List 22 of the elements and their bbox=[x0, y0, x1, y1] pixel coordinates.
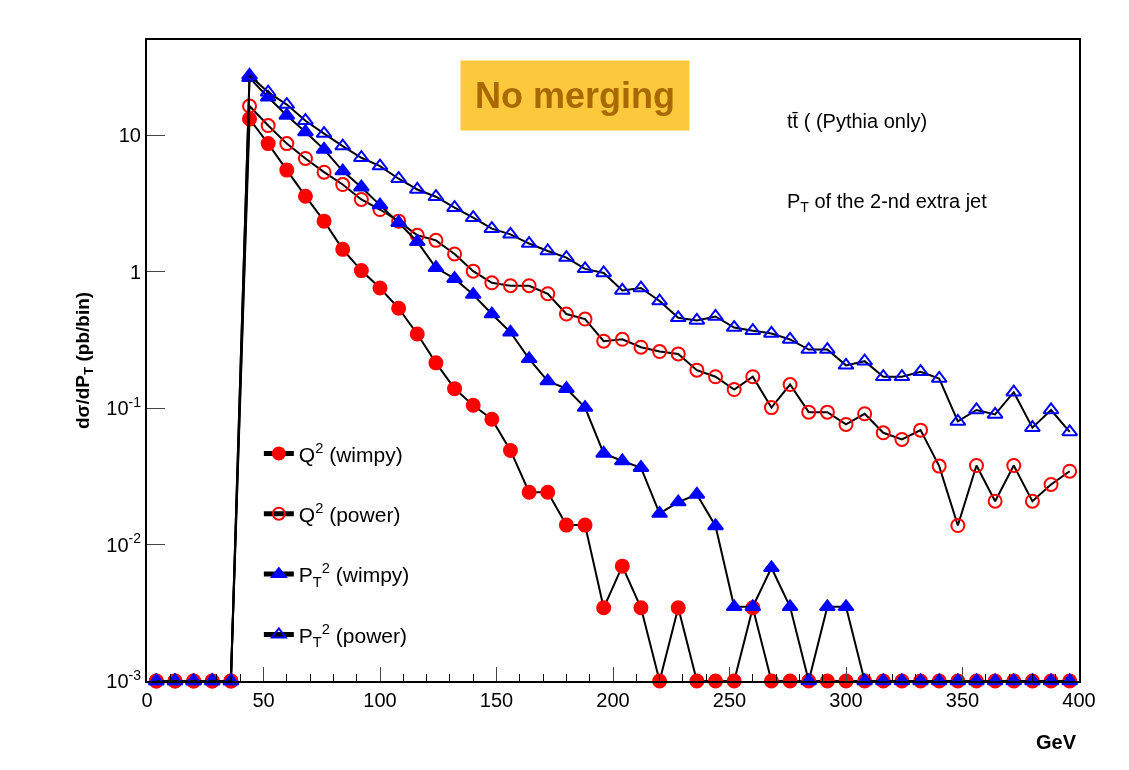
x-tick-label: 300 bbox=[829, 689, 863, 711]
legend-label: Q$^{2}$ (wimpy) bbox=[298, 439, 403, 466]
x-axis-title: GeV bbox=[1036, 731, 1077, 753]
x-tick-label: 150 bbox=[479, 689, 514, 711]
x-tick-label: 100 bbox=[363, 689, 397, 711]
x-tick-label: 350 bbox=[945, 689, 980, 711]
x-tick-label: 250 bbox=[712, 689, 747, 711]
x-tick-label: 200 bbox=[596, 689, 630, 711]
x-tick-label: 400 bbox=[1062, 689, 1096, 711]
x-tick-label: 0 bbox=[141, 689, 153, 711]
annotation: P$_{T}$ of the 2-nd extra jet bbox=[787, 190, 988, 216]
legend-label: P$_{T}$$^{2}$ (wimpy) bbox=[298, 560, 410, 590]
y-tick-label: 10$^{-2}$ bbox=[106, 530, 142, 556]
y-tick-label: 10$^{-3}$ bbox=[106, 666, 142, 692]
legend-label: Q$^{2}$ (power) bbox=[298, 500, 401, 526]
annotation: tt̄ ( (Pythia only) bbox=[787, 110, 928, 132]
y-tick-label: 10 bbox=[118, 124, 141, 147]
legend-label: P$_{T}$$^{2}$ (power) bbox=[298, 620, 408, 651]
x-tick-label: 50 bbox=[252, 689, 275, 711]
y-tick-label: 10$^{-1}$ bbox=[106, 393, 142, 420]
annotation: No merging bbox=[475, 75, 676, 116]
y-tick-label: 1 bbox=[129, 260, 141, 283]
